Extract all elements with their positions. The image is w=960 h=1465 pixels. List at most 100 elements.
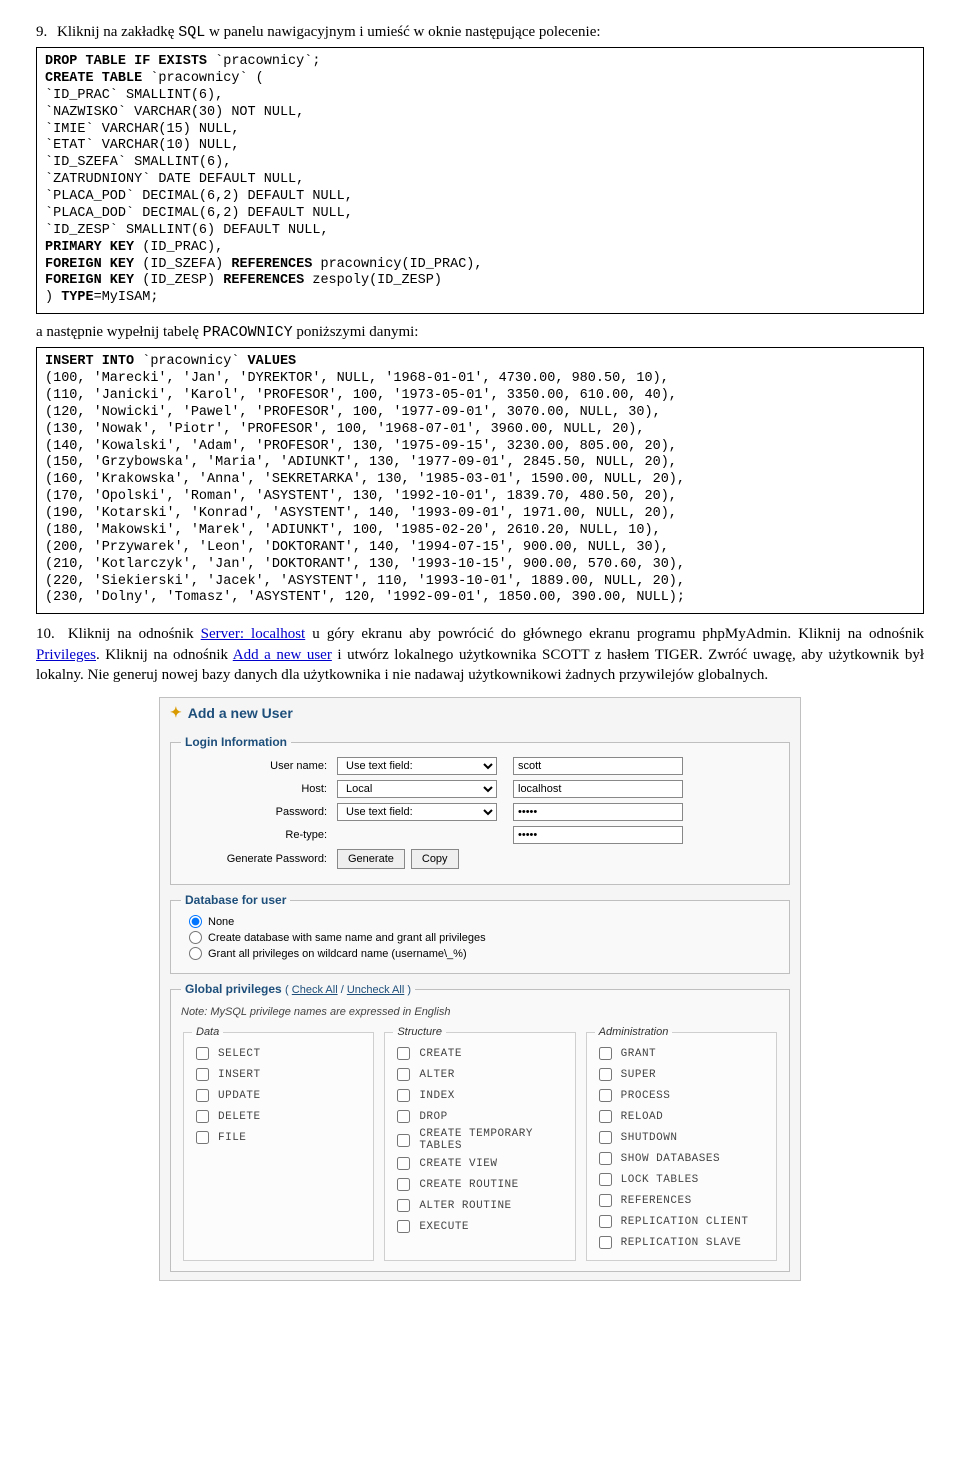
code-line: `IMIE` VARCHAR(15) NULL, xyxy=(45,122,239,137)
password-mode-select[interactable]: Use text field: xyxy=(337,803,497,821)
radio-create-label: Create database with same name and grant… xyxy=(208,932,486,944)
generate-button[interactable]: Generate xyxy=(337,849,405,869)
panel-title: ✦ Add a new User xyxy=(160,698,800,727)
checkbox-insert[interactable] xyxy=(196,1068,209,1081)
middle-instruction: a następnie wypełnij tabelę PRACOWNICY p… xyxy=(36,324,924,341)
structure-priv-alter[interactable]: ALTER xyxy=(393,1065,566,1084)
code-line: (100, 'Marecki', 'Jan', 'DYREKTOR', NULL… xyxy=(45,371,669,386)
checkbox-file[interactable] xyxy=(196,1131,209,1144)
checkbox-replication-slave[interactable] xyxy=(599,1236,612,1249)
admin-priv-shutdown[interactable]: SHUTDOWN xyxy=(595,1128,768,1147)
priv-label: INSERT xyxy=(218,1069,261,1081)
link-add-new-user[interactable]: Add a new user xyxy=(233,647,332,663)
checkbox-update[interactable] xyxy=(196,1089,209,1102)
code-line: (150, 'Grzybowska', 'Maria', 'ADIUNKT', … xyxy=(45,455,677,470)
checkbox-shutdown[interactable] xyxy=(599,1131,612,1144)
structure-legend: Structure xyxy=(393,1026,446,1038)
radio-create-db[interactable] xyxy=(189,931,202,944)
code-line: (190, 'Kotarski', 'Konrad', 'ASYSTENT', … xyxy=(45,506,677,521)
checkbox-references[interactable] xyxy=(599,1194,612,1207)
structure-priv-execute[interactable]: EXECUTE xyxy=(393,1217,566,1236)
generate-row: Generate Password: Generate Copy xyxy=(181,849,779,869)
checkbox-create[interactable] xyxy=(397,1047,410,1060)
checkbox-grant[interactable] xyxy=(599,1047,612,1060)
priv-label: UPDATE xyxy=(218,1090,261,1102)
admin-priv-super[interactable]: SUPER xyxy=(595,1065,768,1084)
admin-priv-reload[interactable]: RELOAD xyxy=(595,1107,768,1126)
checkbox-select[interactable] xyxy=(196,1047,209,1060)
link-privileges[interactable]: Privileges xyxy=(36,647,96,663)
checkbox-alter-routine[interactable] xyxy=(397,1199,410,1212)
structure-priv-create-view[interactable]: CREATE VIEW xyxy=(393,1154,566,1173)
data-priv-delete[interactable]: DELETE xyxy=(192,1107,365,1126)
kw-pk: PRIMARY KEY xyxy=(45,240,142,255)
add-user-panel: ✦ Add a new User Login Information User … xyxy=(159,697,801,1281)
kw-insert: INSERT INTO xyxy=(45,354,142,369)
checkbox-create-temporary-tables[interactable] xyxy=(397,1134,410,1147)
admin-priv-process[interactable]: PROCESS xyxy=(595,1086,768,1105)
data-priv-select[interactable]: SELECT xyxy=(192,1044,365,1063)
login-legend: Login Information xyxy=(181,735,291,749)
checkbox-process[interactable] xyxy=(599,1089,612,1102)
data-priv-insert[interactable]: INSERT xyxy=(192,1065,365,1084)
admin-priv-show-databases[interactable]: SHOW DATABASES xyxy=(595,1149,768,1168)
checkbox-delete[interactable] xyxy=(196,1110,209,1123)
radio-wildcard[interactable] xyxy=(189,947,202,960)
priv-label: SELECT xyxy=(218,1048,261,1060)
code-line: (130, 'Nowak', 'Piotr', 'PROFESOR', 100,… xyxy=(45,422,645,437)
database-for-user-group: Database for user None Create database w… xyxy=(170,893,790,974)
codebox-create-table: DROP TABLE IF EXISTS `pracownicy`; CREAT… xyxy=(36,47,924,314)
password-input[interactable] xyxy=(513,803,683,821)
data-priv-file[interactable]: FILE xyxy=(192,1128,365,1147)
link-check-all[interactable]: Check All xyxy=(292,984,338,996)
admin-priv-replication-client[interactable]: REPLICATION CLIENT xyxy=(595,1212,768,1231)
middle-text-b: poniższymi danymi: xyxy=(293,324,419,340)
priv-label: CREATE xyxy=(419,1048,462,1060)
structure-priv-create-routine[interactable]: CREATE ROUTINE xyxy=(393,1175,566,1194)
checkbox-drop[interactable] xyxy=(397,1110,410,1123)
checkbox-create-routine[interactable] xyxy=(397,1178,410,1191)
checkbox-show-databases[interactable] xyxy=(599,1152,612,1165)
dbuser-option-none[interactable]: None xyxy=(189,915,779,928)
code-line: `PLACA_POD` DECIMAL(6,2) DEFAULT NULL, xyxy=(45,189,353,204)
username-input[interactable] xyxy=(513,757,683,775)
checkbox-index[interactable] xyxy=(397,1089,410,1102)
structure-priv-create[interactable]: CREATE xyxy=(393,1044,566,1063)
checkbox-reload[interactable] xyxy=(599,1110,612,1123)
priv-label: PROCESS xyxy=(621,1090,671,1102)
link-server-localhost[interactable]: Server: localhost xyxy=(201,626,306,642)
star-icon: ✦ xyxy=(170,704,182,721)
priv-label: ALTER xyxy=(419,1069,455,1081)
dbuser-option-wildcard[interactable]: Grant all privileges on wildcard name (u… xyxy=(189,947,779,960)
retype-input[interactable] xyxy=(513,826,683,844)
admin-priv-references[interactable]: REFERENCES xyxy=(595,1191,768,1210)
checkbox-alter[interactable] xyxy=(397,1068,410,1081)
host-row: Host: Local xyxy=(181,780,779,798)
priv-label: GRANT xyxy=(621,1048,657,1060)
host-input[interactable] xyxy=(513,780,683,798)
checkbox-replication-client[interactable] xyxy=(599,1215,612,1228)
copy-button[interactable]: Copy xyxy=(411,849,459,869)
checkbox-super[interactable] xyxy=(599,1068,612,1081)
username-mode-select[interactable]: Use text field: xyxy=(337,757,497,775)
priv-label: REPLICATION CLIENT xyxy=(621,1216,749,1228)
structure-priv-create-temporary-tables[interactable]: CREATE TEMPORARY TABLES xyxy=(393,1128,566,1152)
structure-priv-index[interactable]: INDEX xyxy=(393,1086,566,1105)
checkbox-create-view[interactable] xyxy=(397,1157,410,1170)
structure-priv-alter-routine[interactable]: ALTER ROUTINE xyxy=(393,1196,566,1215)
dbuser-option-create[interactable]: Create database with same name and grant… xyxy=(189,931,779,944)
data-priv-update[interactable]: UPDATE xyxy=(192,1086,365,1105)
link-uncheck-all[interactable]: Uncheck All xyxy=(347,984,404,996)
username-row: User name: Use text field: xyxy=(181,757,779,775)
admin-priv-replication-slave[interactable]: REPLICATION SLAVE xyxy=(595,1233,768,1252)
step10-text: u góry ekranu aby powrócić do głównego e… xyxy=(305,626,924,642)
checkbox-execute[interactable] xyxy=(397,1220,410,1233)
admin-priv-grant[interactable]: GRANT xyxy=(595,1044,768,1063)
code-text: ) xyxy=(45,290,61,305)
admin-priv-lock-tables[interactable]: LOCK TABLES xyxy=(595,1170,768,1189)
host-mode-select[interactable]: Local xyxy=(337,780,497,798)
radio-none[interactable] xyxy=(189,915,202,928)
panel-title-text: Add a new User xyxy=(188,705,293,721)
checkbox-lock-tables[interactable] xyxy=(599,1173,612,1186)
structure-priv-drop[interactable]: DROP xyxy=(393,1107,566,1126)
